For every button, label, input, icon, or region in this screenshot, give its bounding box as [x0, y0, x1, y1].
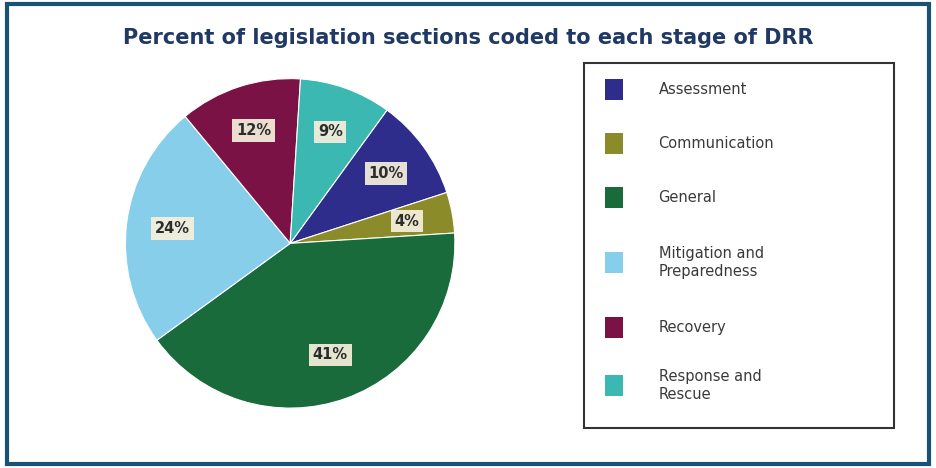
Bar: [605, 375, 623, 396]
Text: 4%: 4%: [394, 213, 419, 229]
Text: Recovery: Recovery: [659, 320, 726, 335]
Text: Assessment: Assessment: [659, 82, 747, 97]
Text: 41%: 41%: [313, 347, 348, 362]
Text: Mitigation and
Preparedness: Mitigation and Preparedness: [659, 246, 764, 279]
Wedge shape: [290, 192, 455, 243]
Bar: [605, 133, 623, 154]
Text: General: General: [659, 190, 717, 205]
Text: Communication: Communication: [659, 136, 774, 151]
Wedge shape: [290, 110, 446, 243]
Text: Response and
Rescue: Response and Rescue: [659, 369, 761, 402]
Bar: [605, 79, 623, 101]
Wedge shape: [125, 117, 290, 340]
Wedge shape: [290, 79, 387, 243]
Text: Percent of legislation sections coded to each stage of DRR: Percent of legislation sections coded to…: [123, 28, 813, 48]
FancyBboxPatch shape: [584, 63, 895, 428]
Wedge shape: [185, 79, 300, 243]
Text: 12%: 12%: [236, 123, 271, 138]
Wedge shape: [157, 233, 455, 408]
Bar: [605, 317, 623, 338]
Text: 10%: 10%: [369, 166, 403, 181]
Text: 24%: 24%: [155, 221, 190, 236]
Bar: [605, 252, 623, 273]
Text: 9%: 9%: [318, 124, 343, 139]
Bar: [605, 187, 623, 208]
